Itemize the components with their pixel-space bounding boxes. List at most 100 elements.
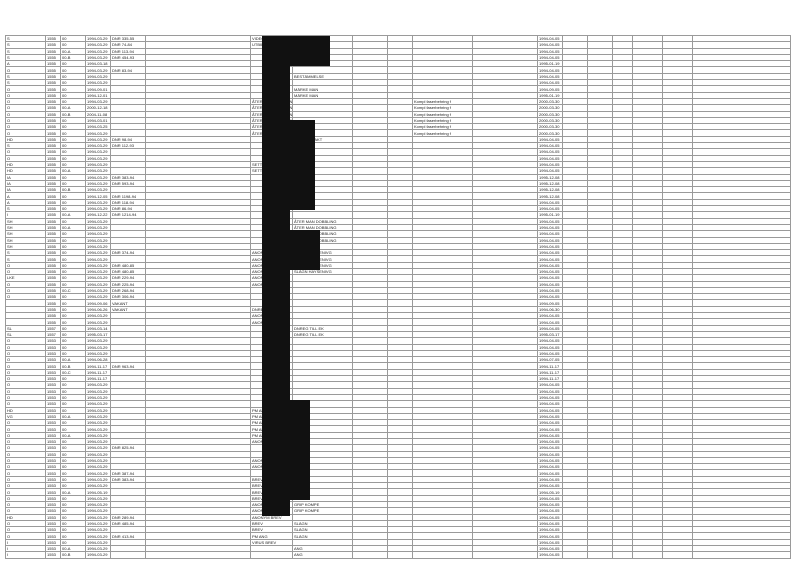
table-cell	[692, 91, 791, 99]
table-cell: 1994-04-05	[537, 286, 563, 295]
table-cell: 1994-04-05	[537, 412, 563, 421]
table-cell: 1994-04-05	[537, 387, 563, 395]
table-cell	[692, 60, 791, 68]
table-cell: 1994-03-29	[85, 318, 111, 326]
table-cell	[692, 116, 791, 125]
table-cell: 1994-03-29	[85, 312, 111, 320]
table-cell: 1994-04-05	[537, 72, 563, 81]
table-cell: 1994-04-05	[537, 293, 563, 301]
table-cell: 1995-01-19	[537, 91, 563, 99]
table-cell: 1995-12-08	[537, 186, 563, 194]
table-cell: 1994-04-05	[537, 463, 563, 471]
redaction	[290, 36, 330, 66]
table-cell: 1994-04-05	[537, 198, 563, 207]
table-cell: 1994-09-05	[537, 85, 563, 93]
table-row: O 1555 00 1994-12-01 MÄRKE MAN 1995-01-19	[5, 91, 791, 99]
table-row: O 1553 00 1994-03-29 1994-04-05	[5, 381, 791, 389]
table-cell: 2000-03-30	[537, 129, 563, 137]
table-cell: 1994-03-29	[85, 236, 111, 244]
table-cell: 1994-04-05	[537, 217, 563, 225]
table-cell: 1994-04-05	[537, 494, 563, 502]
table-cell	[692, 267, 791, 276]
table-cell: 1994-03-29	[85, 381, 111, 389]
table-cell: 1994-03-29	[85, 456, 111, 465]
table-cell: 1994-06-28	[85, 356, 111, 364]
table-cell	[692, 318, 791, 326]
table-cell: 1995-03-17	[85, 330, 111, 339]
table-cell: 1994-04-05	[537, 507, 563, 515]
redaction	[262, 36, 290, 516]
table-cell: 1994-04-05	[537, 242, 563, 251]
table-cell	[692, 488, 791, 496]
table-cell: 1994-04-05	[537, 450, 563, 458]
table-cell: 1994-12-22	[85, 211, 111, 219]
table-cell	[412, 551, 473, 559]
table-cell: 1994-03-29	[85, 230, 111, 238]
table-cell: 1994-03-29	[85, 538, 111, 547]
table-cell: 1994-04-05	[537, 79, 563, 87]
table-cell: 1994-03-29	[85, 135, 111, 144]
table-cell	[692, 343, 791, 351]
table-cell: 1994-12-05	[85, 192, 111, 200]
table-cell: 1994-04-05	[537, 431, 563, 440]
table-cell: 1994-03-29	[85, 444, 111, 452]
table-row: O 1553 00 1994-03-29 1994-04-05	[5, 393, 791, 402]
table-cell: 1994-03-29	[85, 551, 111, 559]
table-cell: 1994-03-29	[85, 261, 111, 270]
table-cell	[145, 551, 251, 559]
table-cell	[632, 551, 663, 559]
table-cell	[692, 72, 791, 81]
table-cell	[692, 431, 791, 440]
table-cell: 1994-03-25	[85, 123, 111, 131]
table-cell	[587, 551, 613, 559]
table-cell: 1995-01-19	[537, 211, 563, 219]
table-cell	[692, 274, 791, 282]
table-cell	[692, 324, 791, 332]
table-row: O 1553 00 1994-03-29 1994-04-05	[5, 387, 791, 395]
table-cell: 1994-04-05	[537, 267, 563, 276]
table-cell: 1994-04-05	[537, 551, 563, 559]
table-cell: 1994-04-05	[537, 349, 563, 358]
table-cell: 1994-03-29	[85, 223, 111, 232]
table-cell: 1994-04-05	[537, 513, 563, 521]
table-cell: 1994-03-29	[85, 500, 111, 509]
table-cell	[692, 437, 791, 446]
table-row: O 1555 00 1994-03-29 DNR 225-94 ANONYM 1994-04…	[5, 280, 791, 288]
table-cell	[562, 551, 588, 559]
table-cell: 1994-04-05	[537, 456, 563, 465]
redaction	[290, 400, 310, 500]
table-cell: 1994-04-05	[537, 148, 563, 156]
table-cell: 1994-04-05	[537, 545, 563, 553]
table-cell: 1994-04-05	[537, 526, 563, 534]
table-cell: 1994-04-05	[537, 142, 563, 150]
table-cell: 1994-03-29	[85, 532, 111, 540]
table-cell: 1994-04-05	[537, 475, 563, 484]
table-cell: 1994-04-05	[537, 425, 563, 433]
table-cell: 1994-03-29	[85, 72, 111, 81]
table-cell	[692, 387, 791, 395]
table-cell	[692, 450, 791, 458]
table-cell: 1994-11-17	[537, 368, 563, 377]
table-cell: 1994-04-05	[537, 343, 563, 351]
table-cell: 1994-03-29	[85, 173, 111, 181]
table-cell: 1994-03-01	[85, 116, 111, 125]
table-cell: 1994-03-29	[85, 249, 111, 257]
table-cell	[692, 255, 791, 263]
table-cell: 1994-04-05	[537, 230, 563, 238]
table-cell: 1994-03-29	[85, 425, 111, 433]
table-cell: 1995-12-08	[537, 173, 563, 181]
table-cell	[692, 97, 791, 106]
table-cell: 1994-04-05	[537, 47, 563, 55]
table-cell: 1994-03-29	[85, 186, 111, 194]
table-cell: 1994-03-29	[85, 255, 111, 263]
